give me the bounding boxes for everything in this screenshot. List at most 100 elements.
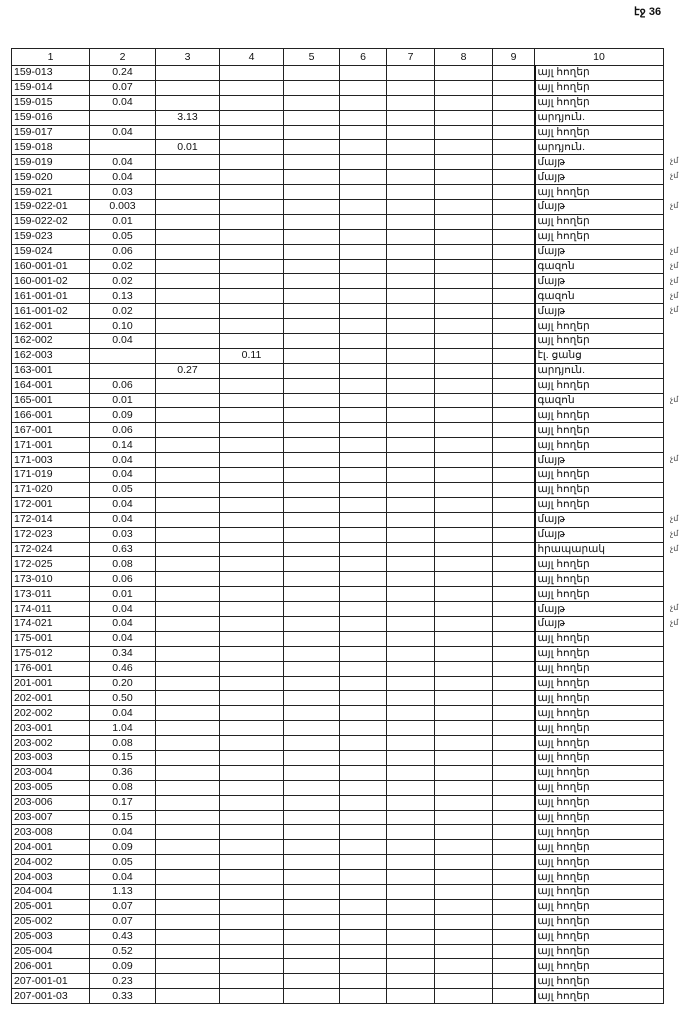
- area-cell-col2: 0.04: [89, 333, 156, 349]
- empty-cell: [283, 511, 340, 528]
- parcel-id-cell: 171-019: [11, 467, 90, 483]
- area-cell-col2: 0.09: [89, 958, 156, 975]
- parcel-id-cell: 162-002: [11, 333, 90, 349]
- area-cell-col4: [219, 303, 284, 320]
- area-cell-col2: 0.03: [89, 184, 156, 201]
- land-type-cell: այլ հողեր: [533, 839, 664, 856]
- area-cell-col4: [219, 65, 284, 81]
- empty-cell: [283, 109, 340, 126]
- empty-cell: [492, 467, 535, 483]
- area-cell-col4: [219, 258, 284, 275]
- area-cell-col3: [155, 213, 220, 230]
- empty-cell: [434, 675, 493, 692]
- area-cell-col4: [219, 154, 284, 171]
- empty-cell: [386, 645, 435, 662]
- empty-cell: [386, 735, 435, 751]
- empty-cell: [283, 124, 340, 141]
- empty-cell: [386, 586, 435, 603]
- table-row: 205-003 0.43 այլ հողեր: [11, 928, 664, 945]
- empty-cell: [386, 362, 435, 379]
- area-cell-col3: [155, 943, 220, 960]
- land-type-cell: այլ հողեր: [533, 496, 664, 513]
- empty-cell: [339, 645, 387, 662]
- empty-cell: [386, 199, 435, 215]
- empty-cell: [434, 362, 493, 379]
- empty-cell: [283, 347, 340, 364]
- empty-cell: [492, 943, 535, 960]
- area-cell-col3: [155, 94, 220, 111]
- empty-cell: [283, 333, 340, 349]
- empty-cell: [492, 273, 535, 290]
- area-cell-col4: [219, 779, 284, 796]
- area-cell-col4: [219, 764, 284, 781]
- parcel-id-cell: 204-002: [11, 854, 90, 871]
- area-cell-col2: 0.09: [89, 839, 156, 856]
- empty-cell: [283, 675, 340, 692]
- empty-cell: [434, 467, 493, 483]
- area-cell-col3: [155, 839, 220, 856]
- land-type-cell: էլ. ցանց: [533, 347, 664, 364]
- area-cell-col2: 0.02: [89, 303, 156, 320]
- empty-cell: [434, 452, 493, 469]
- area-cell-col4: [219, 452, 284, 469]
- empty-cell: [283, 526, 340, 543]
- empty-cell: [434, 556, 493, 573]
- empty-cell: [386, 809, 435, 826]
- area-cell-col2: 0.15: [89, 749, 156, 766]
- parcel-id-cell: 174-011: [11, 601, 90, 617]
- land-type-cell: այլ հողեր: [533, 571, 664, 588]
- empty-cell: [386, 720, 435, 737]
- parcel-id-cell: 171-020: [11, 481, 90, 498]
- area-cell-col2: [89, 362, 156, 379]
- empty-cell: [492, 883, 535, 900]
- empty-cell: [434, 764, 493, 781]
- area-cell-col4: [219, 913, 284, 930]
- area-cell-col2: 0.07: [89, 79, 156, 96]
- land-type-cell: այլ հողեր: [533, 913, 664, 930]
- land-type-cell: այլ հողեր: [533, 764, 664, 781]
- area-cell-col3: [155, 243, 220, 260]
- land-type-cell: այլ հողեր: [533, 467, 664, 483]
- table-row: 203-005 0.08 այլ հողեր: [11, 779, 664, 796]
- parcel-id-cell: 207-001-01: [11, 973, 90, 990]
- parcel-id-cell: 205-003: [11, 928, 90, 945]
- area-cell-col3: [155, 720, 220, 737]
- empty-cell: [339, 869, 387, 885]
- empty-cell: [434, 333, 493, 349]
- area-cell-col3: [155, 154, 220, 171]
- empty-cell: [283, 437, 340, 454]
- table-row: 203-008 0.04 այլ հողեր: [11, 824, 664, 841]
- empty-cell: [283, 973, 340, 990]
- empty-cell: [283, 824, 340, 841]
- empty-cell: [434, 571, 493, 588]
- empty-cell: [492, 764, 535, 781]
- table-row: 203-007 0.15 այլ հողեր: [11, 809, 664, 826]
- column-header: 8: [434, 48, 493, 66]
- empty-cell: [339, 228, 387, 245]
- empty-cell: [492, 749, 535, 766]
- empty-cell: [386, 109, 435, 126]
- area-cell-col3: [155, 303, 220, 320]
- area-cell-col2: 0.02: [89, 273, 156, 290]
- table-row: 205-001 0.07 այլ հողեր: [11, 898, 664, 915]
- parcel-id-cell: 203-006: [11, 794, 90, 811]
- column-header: 3: [155, 48, 220, 66]
- area-cell-col3: [155, 988, 220, 1005]
- area-cell-col4: [219, 943, 284, 960]
- area-cell-col3: [155, 601, 220, 617]
- parcel-id-cell: 204-001: [11, 839, 90, 856]
- area-cell-col2: 0.04: [89, 452, 156, 469]
- area-cell-col4: [219, 437, 284, 454]
- parcel-id-cell: 162-003: [11, 347, 90, 364]
- table-row: 159-017 0.04 այլ հողեր: [11, 124, 664, 141]
- area-cell-col4: [219, 511, 284, 528]
- area-cell-col3: [155, 526, 220, 543]
- empty-cell: [492, 362, 535, 379]
- empty-cell: [339, 720, 387, 737]
- area-cell-col4: [219, 496, 284, 513]
- empty-cell: [386, 347, 435, 364]
- land-type-cell: այլ հողեր: [533, 333, 664, 349]
- empty-cell: [386, 511, 435, 528]
- empty-cell: [339, 898, 387, 915]
- empty-cell: [434, 422, 493, 439]
